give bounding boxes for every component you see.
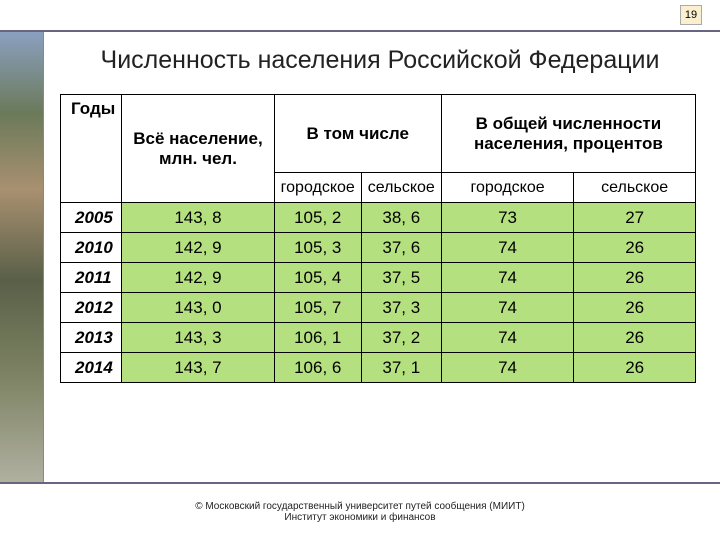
col-percent: В общей численности населения, процентов: [441, 95, 695, 173]
table-row: 2014 143, 7 106, 6 37, 1 74 26: [61, 353, 696, 383]
cell-year: 2010: [61, 233, 122, 263]
header-band: 19: [0, 0, 720, 32]
col-years: Годы: [61, 95, 122, 203]
cell-rural-pct: 26: [574, 353, 696, 383]
cell-urban-abs: 105, 2: [274, 203, 361, 233]
sidebar-photo: [0, 32, 44, 482]
table-row: 2011 142, 9 105, 4 37, 5 74 26: [61, 263, 696, 293]
footer-line-1: © Московский государственный университет…: [195, 501, 525, 512]
table-body: 2005 143, 8 105, 2 38, 6 73 27 2010 142,…: [61, 203, 696, 383]
population-table-wrap: Годы Всё население, млн. чел. В том числ…: [60, 94, 696, 383]
cell-urban-abs: 106, 6: [274, 353, 361, 383]
cell-rural-pct: 26: [574, 293, 696, 323]
table-row: 2005 143, 8 105, 2 38, 6 73 27: [61, 203, 696, 233]
col-including: В том числе: [274, 95, 441, 173]
page-number-box: 19: [680, 5, 702, 25]
table-row: 2013 143, 3 106, 1 37, 2 74 26: [61, 323, 696, 353]
cell-total: 143, 7: [122, 353, 274, 383]
cell-year: 2005: [61, 203, 122, 233]
cell-year: 2011: [61, 263, 122, 293]
cell-year: 2013: [61, 323, 122, 353]
cell-rural-abs: 37, 6: [361, 233, 441, 263]
footer-band: © Московский государственный университет…: [0, 482, 720, 540]
cell-total: 143, 0: [122, 293, 274, 323]
population-table: Годы Всё население, млн. чел. В том числ…: [60, 94, 696, 383]
cell-urban-pct: 74: [441, 323, 573, 353]
cell-rural-pct: 26: [574, 263, 696, 293]
cell-urban-pct: 73: [441, 203, 573, 233]
cell-urban-abs: 105, 7: [274, 293, 361, 323]
cell-rural-abs: 37, 1: [361, 353, 441, 383]
table-row: 2010 142, 9 105, 3 37, 6 74 26: [61, 233, 696, 263]
cell-total: 143, 3: [122, 323, 274, 353]
col-rural-abs: сельское: [361, 173, 441, 203]
cell-urban-pct: 74: [441, 263, 573, 293]
cell-year: 2014: [61, 353, 122, 383]
page-number: 19: [685, 9, 697, 21]
cell-urban-abs: 105, 3: [274, 233, 361, 263]
cell-total: 142, 9: [122, 233, 274, 263]
footer-line-2: Институт экономики и финансов: [284, 512, 435, 523]
cell-rural-abs: 37, 2: [361, 323, 441, 353]
cell-rural-pct: 27: [574, 203, 696, 233]
cell-year: 2012: [61, 293, 122, 323]
cell-rural-pct: 26: [574, 233, 696, 263]
cell-total: 143, 8: [122, 203, 274, 233]
cell-rural-abs: 38, 6: [361, 203, 441, 233]
cell-total: 142, 9: [122, 263, 274, 293]
table-row: 2012 143, 0 105, 7 37, 3 74 26: [61, 293, 696, 323]
cell-urban-abs: 105, 4: [274, 263, 361, 293]
slide-title: Численность населения Российской Федерац…: [60, 46, 700, 75]
col-total: Всё население, млн. чел.: [122, 95, 274, 203]
cell-urban-pct: 74: [441, 233, 573, 263]
cell-rural-abs: 37, 3: [361, 293, 441, 323]
cell-rural-pct: 26: [574, 323, 696, 353]
cell-urban-pct: 74: [441, 293, 573, 323]
col-urban-pct: городское: [441, 173, 573, 203]
cell-rural-abs: 37, 5: [361, 263, 441, 293]
col-rural-pct: сельское: [574, 173, 696, 203]
cell-urban-pct: 74: [441, 353, 573, 383]
cell-urban-abs: 106, 1: [274, 323, 361, 353]
col-urban-abs: городское: [274, 173, 361, 203]
